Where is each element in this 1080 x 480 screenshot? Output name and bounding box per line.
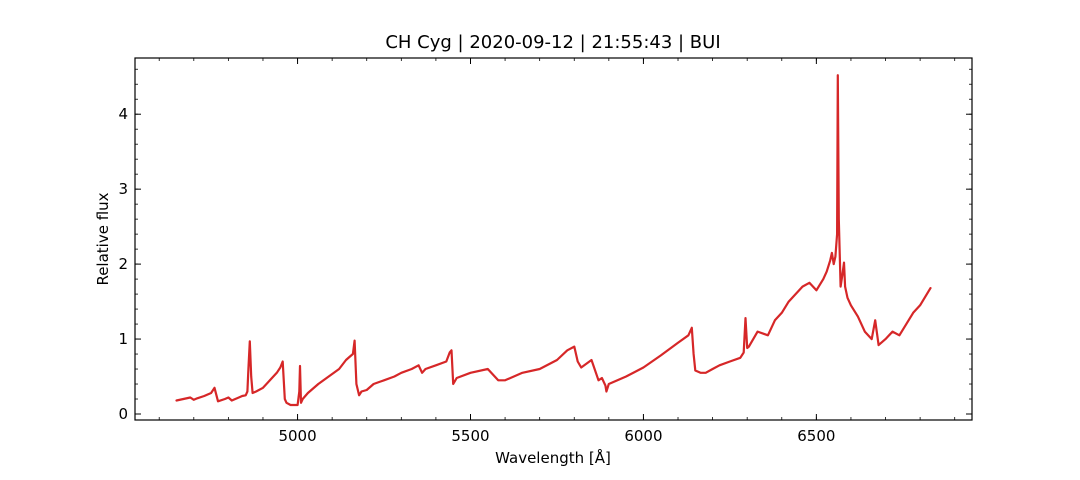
y-tick-label: 4 bbox=[118, 105, 128, 123]
x-axis-label: Wavelength [Å] bbox=[495, 448, 611, 467]
x-tick-label: 6000 bbox=[624, 427, 662, 445]
y-tick-label: 0 bbox=[118, 405, 128, 423]
chart-title: CH Cyg | 2020-09-12 | 21:55:43 | BUI bbox=[385, 32, 720, 53]
plot-frame bbox=[134, 57, 973, 421]
y-tick-label: 1 bbox=[118, 330, 128, 348]
y-axis-label: Relative flux bbox=[94, 192, 112, 285]
ticks-layer: 5000 5500 6000 6500 0 1 2 3 4 bbox=[118, 58, 972, 445]
x-tick-label: 6500 bbox=[797, 427, 835, 445]
x-tick-label: 5500 bbox=[451, 427, 489, 445]
x-tick-label: 5000 bbox=[278, 427, 316, 445]
y-tick-label: 3 bbox=[118, 180, 128, 198]
series-layer bbox=[175, 74, 932, 407]
y-tick-label: 2 bbox=[118, 255, 128, 273]
spectrum-line bbox=[175, 74, 932, 407]
